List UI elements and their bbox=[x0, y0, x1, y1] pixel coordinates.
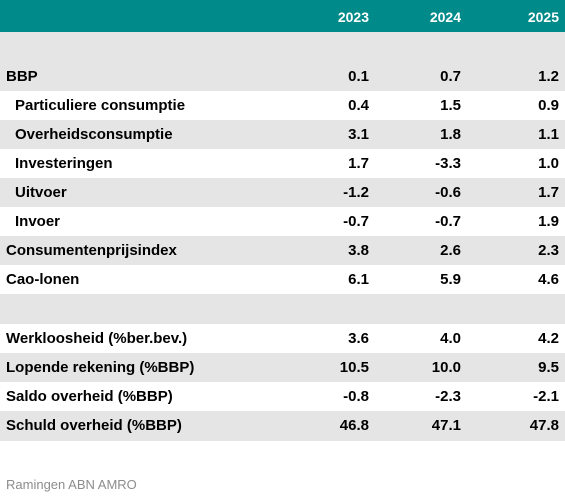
table-row: Saldo overheid (%BBP) -0.8 -2.3 -2.1 bbox=[0, 382, 565, 411]
year-header-2024: 2024 bbox=[429, 9, 461, 25]
table-row: Investeringen 1.7 -3.3 1.0 bbox=[0, 149, 565, 178]
value-2024: -0.7 bbox=[435, 213, 461, 230]
table-row: Particuliere consumptie 0.4 1.5 0.9 bbox=[0, 91, 565, 120]
value-2024: -3.3 bbox=[435, 155, 461, 172]
row-label: Saldo overheid (%BBP) bbox=[6, 388, 173, 405]
value-2025: 9.5 bbox=[538, 359, 559, 376]
row-label: Uitvoer bbox=[15, 184, 67, 201]
value-2023: 3.1 bbox=[348, 126, 369, 143]
value-2025: 0.9 bbox=[538, 97, 559, 114]
year-header-2023: 2023 bbox=[337, 9, 369, 25]
table-row: Schuld overheid (%BBP) 46.8 47.1 47.8 bbox=[0, 411, 565, 441]
year-header-2025: 2025 bbox=[527, 9, 559, 25]
row-label: Particuliere consumptie bbox=[15, 97, 186, 114]
value-2023: -1.2 bbox=[343, 184, 369, 201]
value-2025: 1.1 bbox=[538, 126, 559, 143]
value-2024: -2.3 bbox=[435, 388, 461, 405]
table-row: Cao-lonen 6.1 5.9 4.6 bbox=[0, 265, 565, 294]
value-2024: 0.7 bbox=[440, 68, 461, 85]
value-2025: -2.1 bbox=[533, 388, 559, 405]
value-2023: 0.4 bbox=[348, 97, 369, 114]
value-2023: 1.7 bbox=[348, 155, 369, 172]
value-2023: -0.7 bbox=[343, 213, 369, 230]
value-2025: 2.3 bbox=[538, 242, 559, 259]
value-2025: 4.2 bbox=[538, 330, 559, 347]
value-2024: 47.1 bbox=[431, 417, 461, 434]
value-2023: 10.5 bbox=[339, 359, 369, 376]
value-2023: -0.8 bbox=[343, 388, 369, 405]
value-2023: 6.1 bbox=[348, 271, 369, 288]
value-2025: 1.0 bbox=[538, 155, 559, 172]
row-label: Schuld overheid (%BBP) bbox=[6, 417, 182, 434]
table-header: 2023 2024 2025 bbox=[0, 0, 565, 32]
value-2024: 1.8 bbox=[440, 126, 461, 143]
spacer-row bbox=[0, 294, 565, 324]
value-2024: 2.6 bbox=[440, 242, 461, 259]
value-2023: 3.6 bbox=[348, 330, 369, 347]
value-2023: 3.8 bbox=[348, 242, 369, 259]
value-2025: 4.6 bbox=[538, 271, 559, 288]
table-row: Consumentenprijsindex 3.8 2.6 2.3 bbox=[0, 236, 565, 265]
value-2025: 1.2 bbox=[538, 68, 559, 85]
source-note: Ramingen ABN AMRO bbox=[6, 477, 137, 492]
table-row: Lopende rekening (%BBP) 10.5 10.0 9.5 bbox=[0, 353, 565, 382]
row-label: Invoer bbox=[15, 213, 61, 230]
spacer-row bbox=[0, 32, 565, 62]
row-label: Consumentenprijsindex bbox=[6, 242, 177, 259]
row-label: Cao-lonen bbox=[6, 271, 80, 288]
table-row: Werkloosheid (%ber.bev.) 3.6 4.0 4.2 bbox=[0, 324, 565, 353]
table-row: BBP 0.1 0.7 1.2 bbox=[0, 62, 565, 91]
value-2025: 1.9 bbox=[538, 213, 559, 230]
value-2024: 4.0 bbox=[440, 330, 461, 347]
row-label: Lopende rekening (%BBP) bbox=[6, 359, 195, 376]
table-row: Uitvoer -1.2 -0.6 1.7 bbox=[0, 178, 565, 207]
value-2025: 47.8 bbox=[529, 417, 559, 434]
value-2023: 0.1 bbox=[348, 68, 369, 85]
row-label: Werkloosheid (%ber.bev.) bbox=[6, 330, 188, 347]
value-2024: -0.6 bbox=[435, 184, 461, 201]
table-row: Invoer -0.7 -0.7 1.9 bbox=[0, 207, 565, 236]
row-label: BBP bbox=[6, 68, 38, 85]
value-2024: 1.5 bbox=[440, 97, 461, 114]
value-2024: 5.9 bbox=[440, 271, 461, 288]
value-2024: 10.0 bbox=[431, 359, 461, 376]
table-row: Overheidsconsumptie 3.1 1.8 1.1 bbox=[0, 120, 565, 149]
row-label: Investeringen bbox=[15, 155, 113, 172]
value-2023: 46.8 bbox=[339, 417, 369, 434]
value-2025: 1.7 bbox=[538, 184, 559, 201]
row-label: Overheidsconsumptie bbox=[15, 126, 173, 143]
